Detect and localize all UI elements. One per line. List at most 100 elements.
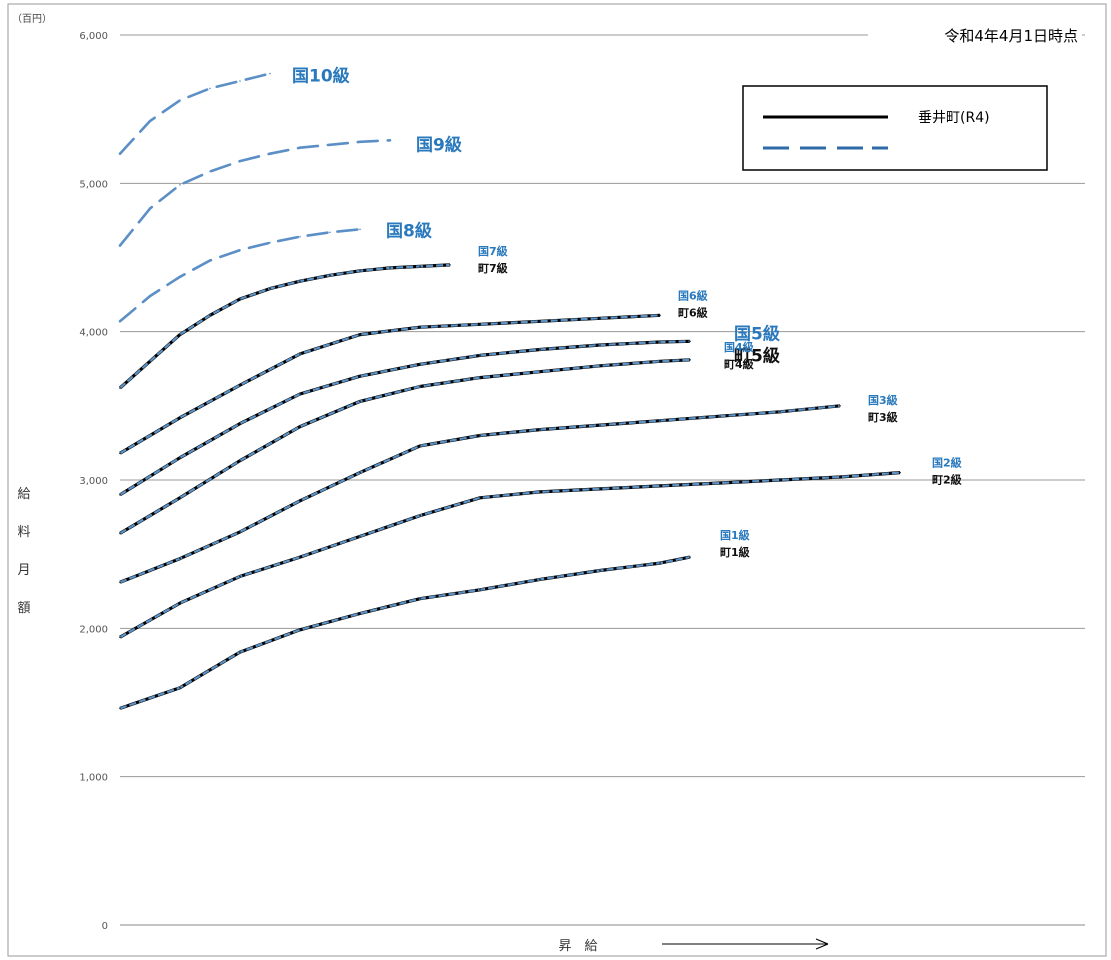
label-町5級: 町5級	[734, 345, 780, 366]
point-国3級-6	[479, 434, 481, 437]
point-国10級-5	[269, 72, 271, 75]
point-国4級-2	[239, 459, 241, 462]
series-line-nat-国1級	[119, 556, 691, 710]
label-町1級: 町1級	[720, 545, 750, 559]
point-国9級-6	[299, 146, 301, 149]
point-国6級-4	[359, 333, 361, 336]
ytick-label-0: 0	[102, 921, 108, 932]
point-国8級-6	[299, 235, 301, 238]
point-国10級-3	[209, 87, 211, 90]
point-国2級-12	[839, 476, 841, 478]
point-国1級-10	[659, 562, 661, 564]
label-国2級: 国2級	[932, 456, 962, 470]
xlabel: 昇 給	[558, 939, 597, 954]
point-国6級-1	[179, 416, 181, 419]
series-line-国9級	[118, 139, 392, 247]
point-国6級-9	[659, 314, 661, 317]
point-国9級-2	[179, 184, 181, 186]
point-国3級-3	[299, 500, 301, 502]
point-国4級-4	[359, 400, 361, 403]
point-国5級-7	[539, 348, 541, 351]
point-国2級-10	[719, 482, 721, 484]
point-国5級-6	[479, 354, 481, 357]
point-国8級-2	[179, 276, 181, 278]
point-国7級-7	[329, 274, 331, 277]
point-国3級-1	[179, 557, 181, 560]
point-国9級-5	[269, 152, 271, 155]
point-国7級-0	[119, 387, 121, 389]
series-line-nat-国2級	[119, 471, 901, 639]
label-国9級: 国9級	[416, 134, 462, 155]
point-国8級-5	[269, 241, 271, 244]
ytick-label-4000: 4,000	[79, 328, 108, 339]
point-国7級-4	[239, 298, 241, 300]
ylabel-char-0: 給	[17, 487, 30, 502]
point-国3級-8	[599, 424, 601, 426]
point-国1級-9	[599, 569, 601, 572]
point-国10級-0	[119, 152, 121, 155]
point-国1級-11	[689, 556, 691, 558]
series-line-town-国1級	[119, 555, 691, 710]
legend-box	[742, 85, 1048, 171]
label-国5級: 国5級	[734, 323, 780, 344]
point-国3級-5	[419, 445, 421, 447]
point-国2級-1	[179, 602, 181, 604]
label-国7級: 国7級	[478, 244, 508, 258]
xlabel-arrow-head	[815, 938, 829, 950]
ylabel-char-2: 月	[17, 563, 30, 578]
point-国1級-1	[179, 686, 181, 689]
point-国4級-3	[299, 425, 301, 428]
point-国5級-9	[659, 341, 661, 343]
point-国3級-9	[659, 419, 661, 422]
label-国10級: 国10級	[292, 66, 350, 87]
point-国10級-2	[179, 99, 181, 102]
ytick-label-1000: 1,000	[79, 773, 108, 784]
point-国7級-1	[149, 360, 151, 363]
label-町7級: 町7級	[478, 261, 508, 275]
point-国3級-10	[719, 415, 721, 418]
point-国2級-13	[899, 471, 901, 474]
point-国6級-5	[419, 326, 421, 329]
point-国9級-3	[209, 170, 211, 173]
point-国2級-2	[239, 575, 241, 578]
point-国3級-4	[359, 471, 361, 474]
point-国3級-7	[539, 428, 541, 431]
label-国3級: 国3級	[868, 393, 898, 407]
ytick-label-3000: 3,000	[79, 476, 108, 487]
ytick-label-5000: 5,000	[79, 179, 108, 190]
label-町4級: 町4級	[724, 357, 754, 371]
point-国9級-0	[119, 244, 121, 247]
label-国1級: 国1級	[720, 528, 750, 542]
point-国7級-2	[179, 333, 181, 336]
label-国4級: 国4級	[724, 340, 754, 354]
chart-frame	[7, 3, 1107, 957]
point-国1級-6	[419, 597, 421, 600]
series-line-nat-国4級	[119, 358, 691, 535]
point-国1級-2	[209, 669, 211, 671]
series-line-town-国4級	[119, 358, 691, 535]
point-国5級-0	[119, 494, 121, 496]
series-line-nat-国6級	[119, 314, 661, 455]
series-line-town-国2級	[119, 471, 901, 639]
ytick-label-6000: 6,000	[79, 31, 108, 42]
point-国7級-8	[359, 270, 361, 272]
point-国9級-4	[239, 160, 241, 162]
point-国5級-10	[689, 340, 691, 343]
point-国4級-8	[599, 365, 601, 367]
point-国4級-9	[659, 360, 661, 363]
point-国3級-0	[119, 581, 121, 584]
label-国8級: 国8級	[386, 220, 432, 241]
point-国8級-7	[329, 231, 331, 234]
point-国3級-2	[239, 531, 241, 533]
point-国2級-4	[359, 535, 361, 538]
point-国10級-1	[149, 120, 151, 122]
point-国2級-5	[419, 514, 421, 517]
point-国2級-8	[599, 488, 601, 490]
